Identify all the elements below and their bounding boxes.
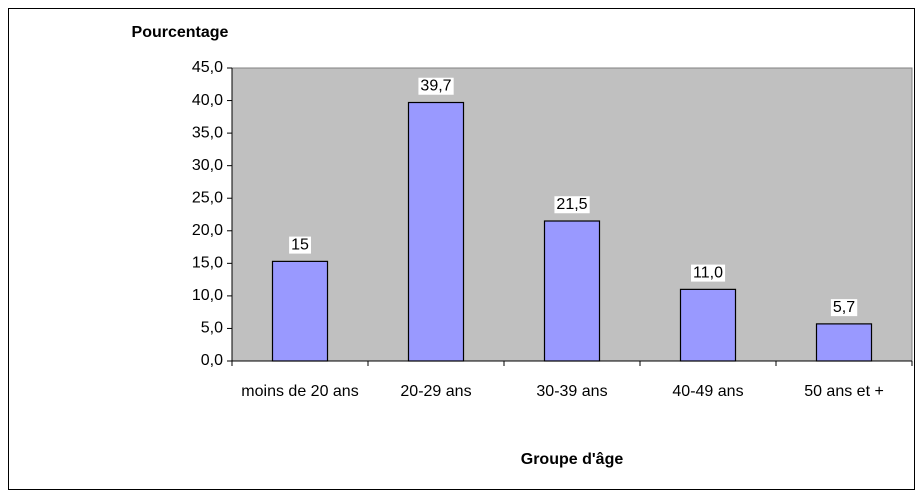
x-tick-label: 20-29 ans bbox=[400, 383, 472, 400]
y-tick-label: 10,0 bbox=[192, 287, 223, 304]
y-axis-title: Pourcentage bbox=[132, 24, 229, 41]
bar bbox=[271, 260, 329, 362]
y-tick-label: 25,0 bbox=[192, 189, 223, 206]
y-tick-label: 45,0 bbox=[192, 59, 223, 76]
bar bbox=[407, 101, 465, 362]
data-label: 21,5 bbox=[556, 196, 587, 213]
y-tick-label: 15,0 bbox=[192, 255, 223, 272]
x-tick-label: 50 ans et + bbox=[804, 383, 884, 400]
data-label-bg bbox=[691, 264, 726, 282]
y-tick-label: 0,0 bbox=[201, 352, 223, 369]
x-axis-title: Groupe d'âge bbox=[521, 451, 624, 468]
bar bbox=[679, 288, 737, 362]
data-label: 15 bbox=[291, 237, 309, 254]
x-tick-label: 30-39 ans bbox=[536, 383, 608, 400]
bar bbox=[543, 220, 601, 362]
bar bbox=[815, 323, 873, 362]
data-label-bg bbox=[554, 196, 590, 214]
data-label: 39,7 bbox=[420, 78, 451, 95]
y-tick-label: 5,0 bbox=[201, 320, 223, 337]
data-label: 5,7 bbox=[833, 299, 855, 316]
data-label: 11,0 bbox=[693, 265, 723, 282]
data-label-bg bbox=[830, 299, 858, 317]
data-label-bg bbox=[418, 77, 454, 95]
data-label-bg bbox=[289, 236, 311, 254]
y-tick-label: 20,0 bbox=[192, 222, 223, 239]
y-tick-label: 30,0 bbox=[192, 157, 223, 174]
x-tick-label: 40-49 ans bbox=[672, 383, 744, 400]
y-tick-label: 35,0 bbox=[192, 124, 223, 141]
y-tick-label: 40,0 bbox=[192, 92, 223, 109]
x-tick-label: moins de 20 ans bbox=[241, 383, 359, 400]
